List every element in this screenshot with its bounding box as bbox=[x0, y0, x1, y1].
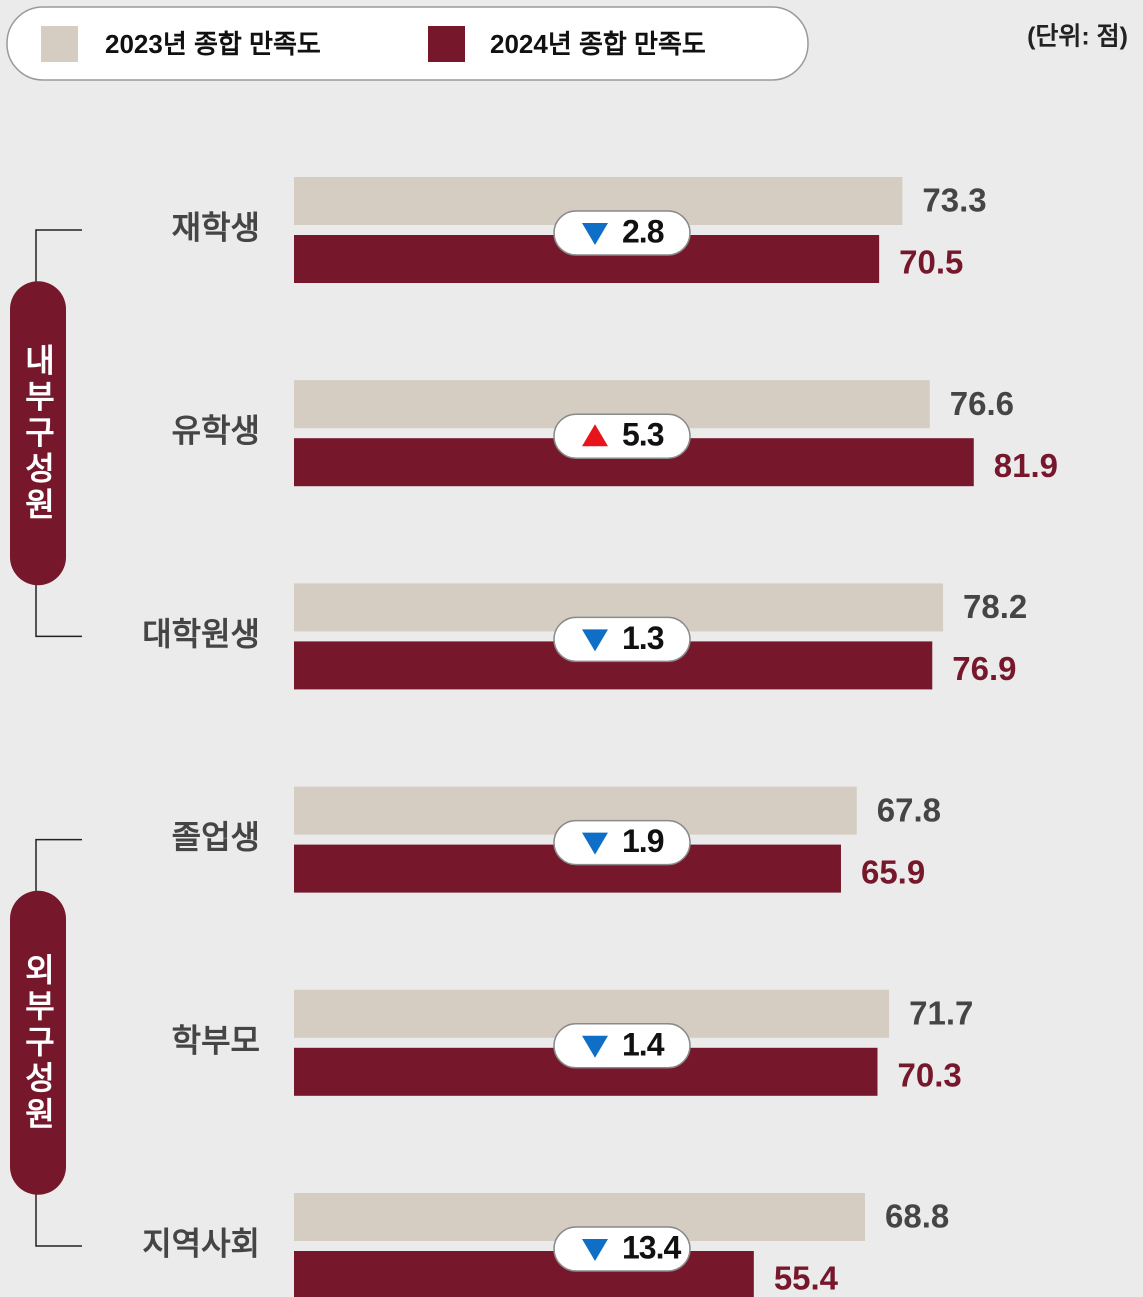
diff-badge bbox=[553, 1226, 691, 1272]
category-label: 대학원생 bbox=[142, 616, 260, 652]
category-label: 재학생 bbox=[172, 209, 260, 245]
value-label: 55.4 bbox=[774, 1260, 839, 1297]
value-label: 67.8 bbox=[877, 791, 941, 828]
value-label: 76.9 bbox=[952, 650, 1016, 687]
value-label: 71.7 bbox=[909, 995, 973, 1032]
diff-badge bbox=[553, 210, 691, 256]
legend-label: 2024년 종합 만족도 bbox=[490, 29, 706, 59]
diff-arrow bbox=[582, 832, 608, 855]
diff-arrow bbox=[582, 424, 608, 447]
value-label: 70.5 bbox=[899, 244, 963, 281]
diff-arrow bbox=[582, 223, 608, 245]
diff-badge bbox=[553, 616, 691, 663]
value-label: 70.3 bbox=[897, 1057, 961, 1094]
value-label: 76.6 bbox=[950, 385, 1014, 422]
diff-badge bbox=[553, 1023, 691, 1069]
diff-label: 13.4 bbox=[622, 1229, 681, 1265]
unit-label: (단위: 점) bbox=[1027, 23, 1128, 51]
legend-swatch bbox=[428, 26, 465, 62]
diff-label: 2.8 bbox=[622, 213, 664, 249]
value-label: 65.9 bbox=[861, 853, 925, 890]
diff-arrow bbox=[582, 1035, 608, 1058]
category-label: 졸업생 bbox=[172, 819, 260, 855]
value-label: 73.3 bbox=[922, 182, 986, 219]
diff-label: 1.3 bbox=[622, 620, 664, 656]
value-label: 78.2 bbox=[963, 588, 1027, 625]
category-label: 유학생 bbox=[172, 413, 260, 449]
diff-arrow bbox=[582, 629, 608, 652]
legend-swatch bbox=[41, 26, 78, 62]
group-label: 외부구성원 bbox=[20, 953, 56, 1133]
diff-label: 1.4 bbox=[622, 1026, 665, 1062]
diff-label: 1.9 bbox=[622, 823, 664, 859]
group-pill bbox=[10, 281, 66, 586]
value-label: 81.9 bbox=[994, 447, 1058, 484]
diff-arrow bbox=[582, 1239, 608, 1261]
group-pill bbox=[10, 890, 66, 1195]
group-label: 내부구성원 bbox=[20, 343, 56, 523]
category-label: 학부모 bbox=[172, 1022, 260, 1058]
value-label: 68.8 bbox=[885, 1198, 949, 1235]
diff-label: 5.3 bbox=[622, 417, 664, 453]
legend-box bbox=[6, 6, 809, 81]
diff-badge bbox=[553, 413, 691, 459]
diff-badge bbox=[553, 819, 691, 866]
category-label: 지역사회 bbox=[142, 1225, 260, 1261]
legend-label: 2023년 종합 만족도 bbox=[105, 29, 321, 59]
